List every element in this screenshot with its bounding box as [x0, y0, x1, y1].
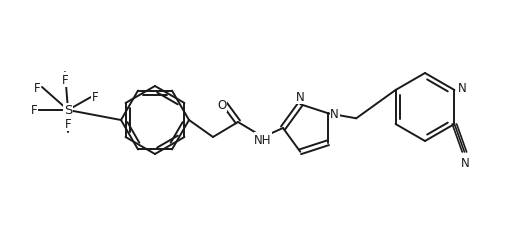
Text: F: F — [61, 74, 68, 87]
Text: F: F — [65, 117, 71, 130]
Text: F: F — [30, 104, 37, 117]
Text: NH: NH — [254, 133, 272, 146]
Text: N: N — [457, 82, 466, 95]
Text: N: N — [461, 156, 470, 169]
Text: O: O — [218, 99, 227, 112]
Text: S: S — [64, 104, 72, 117]
Text: N: N — [330, 107, 339, 120]
Text: F: F — [92, 91, 99, 104]
Text: N: N — [296, 91, 305, 104]
Text: F: F — [33, 81, 40, 94]
